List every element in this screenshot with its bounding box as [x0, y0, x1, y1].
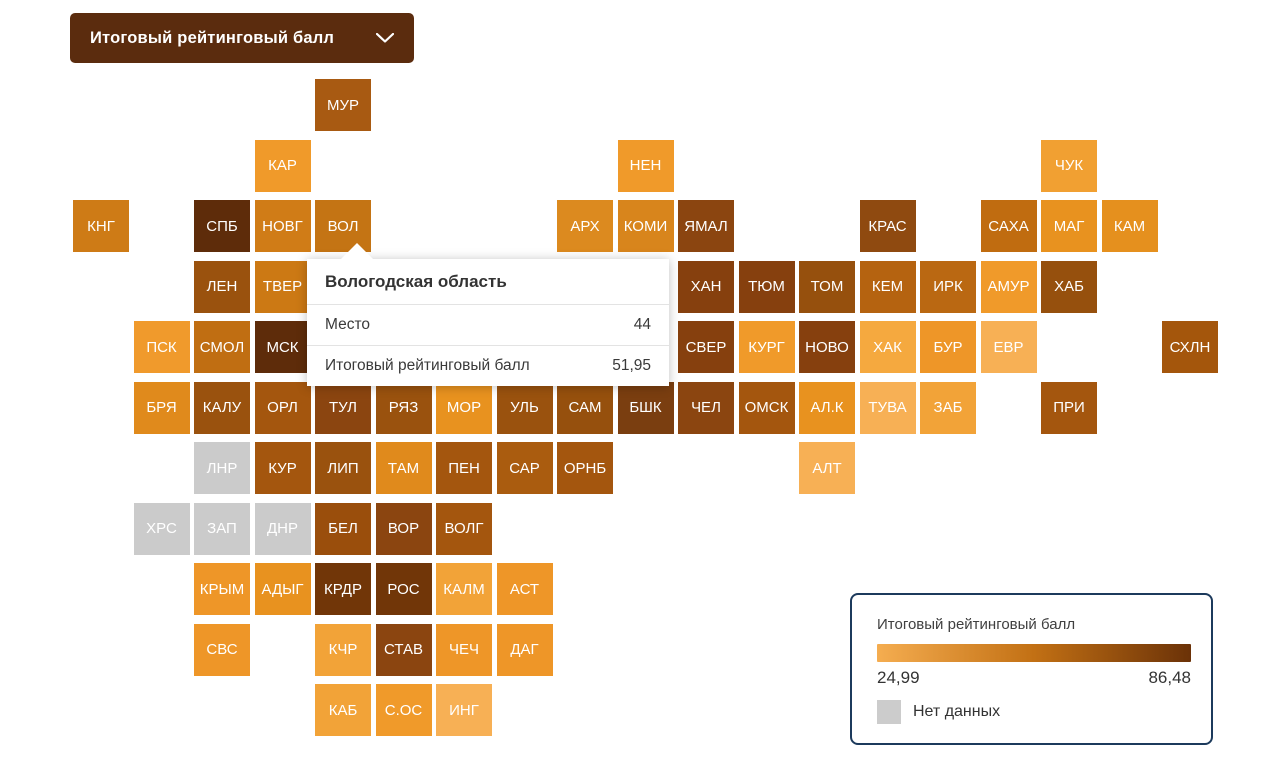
region-tile-КАМ[interactable]: КАМ	[1101, 200, 1158, 252]
region-tile-САМ[interactable]: САМ	[557, 381, 613, 434]
region-tile-ЯМАЛ[interactable]: ЯМАЛ	[678, 200, 734, 252]
region-tile-АДЫГ[interactable]: АДЫГ	[254, 563, 311, 615]
region-tile-АЛ.К[interactable]: АЛ.К	[799, 381, 855, 434]
region-tile-КРЫМ[interactable]: КРЫМ	[194, 563, 250, 615]
region-tile-ТАМ[interactable]: ТАМ	[375, 442, 432, 494]
legend: Итоговый рейтинговый балл 24,99 86,48 Не…	[850, 593, 1213, 745]
region-tile-АЛТ[interactable]: АЛТ	[799, 442, 855, 494]
metric-dropdown-label: Итоговый рейтинговый балл	[90, 28, 335, 47]
region-tile-БШК[interactable]: БШК	[617, 381, 674, 434]
region-tile-ТЮМ[interactable]: ТЮМ	[738, 260, 795, 313]
region-tile-ТУЛ[interactable]: ТУЛ	[315, 381, 371, 434]
no-data-swatch	[877, 700, 901, 724]
tooltip-row-place: Место 44	[307, 304, 669, 345]
region-tile-КАБ[interactable]: КАБ	[315, 684, 371, 736]
region-tile-МОР[interactable]: МОР	[436, 381, 492, 434]
region-tile-ЛЕН[interactable]: ЛЕН	[194, 260, 250, 313]
legend-gradient-bar	[877, 644, 1191, 662]
region-tile-КОМИ[interactable]: КОМИ	[617, 200, 674, 252]
region-tile-ТВЕР[interactable]: ТВЕР	[254, 260, 311, 313]
region-tile-ХАК[interactable]: ХАК	[859, 321, 916, 373]
region-tile-ПСК[interactable]: ПСК	[133, 321, 190, 373]
legend-range: 24,99 86,48	[877, 668, 1191, 688]
region-tile-НОВГ[interactable]: НОВГ	[254, 200, 311, 252]
region-tile-ХРС[interactable]: ХРС	[133, 502, 190, 555]
region-tile-АСТ[interactable]: АСТ	[496, 563, 553, 615]
tooltip-score-row: Итоговый рейтинговый балл 51,95	[307, 345, 669, 386]
region-tile-КРДР[interactable]: КРДР	[315, 563, 371, 615]
tooltip-score-label: Итоговый рейтинговый балл	[325, 357, 530, 374]
region-tile-КЧР[interactable]: КЧР	[315, 623, 371, 676]
region-tile-БРЯ[interactable]: БРЯ	[133, 381, 190, 434]
legend-title: Итоговый рейтинговый балл	[877, 616, 1076, 633]
region-tile-ТУВА[interactable]: ТУВА	[859, 381, 916, 434]
region-tile-ЧЕЛ[interactable]: ЧЕЛ	[678, 381, 734, 434]
tooltip-score-value: 51,95	[612, 357, 651, 374]
region-tile-МУР[interactable]: МУР	[315, 79, 371, 131]
region-tile-ТОМ[interactable]: ТОМ	[799, 260, 855, 313]
region-tile-СПБ[interactable]: СПБ	[194, 200, 250, 252]
region-tile-ВОЛГ[interactable]: ВОЛГ	[436, 502, 492, 555]
region-tile-ЧЕЧ[interactable]: ЧЕЧ	[436, 623, 492, 676]
region-tile-ЕВР[interactable]: ЕВР	[980, 321, 1037, 373]
region-tile-РЯЗ[interactable]: РЯЗ	[375, 381, 432, 434]
region-tile-МАГ[interactable]: МАГ	[1041, 200, 1097, 252]
tooltip-region-name: Вологодская область	[325, 272, 507, 291]
region-tile-ПРИ[interactable]: ПРИ	[1041, 381, 1097, 434]
region-tile-ВОР[interactable]: ВОР	[375, 502, 432, 555]
region-tile-КРАС[interactable]: КРАС	[859, 200, 916, 252]
region-tile-ИРК[interactable]: ИРК	[920, 260, 976, 313]
region-tile-ЗАП[interactable]: ЗАП	[194, 502, 250, 555]
region-tile-КАР[interactable]: КАР	[254, 139, 311, 192]
region-tile-ОРНБ[interactable]: ОРНБ	[557, 442, 613, 494]
region-tile-ПЕН[interactable]: ПЕН	[436, 442, 492, 494]
tooltip-place-value: 44	[633, 316, 651, 333]
region-tile-САХА[interactable]: САХА	[980, 200, 1037, 252]
region-tile-БУР[interactable]: БУР	[920, 321, 976, 373]
region-tile-КАЛУ[interactable]: КАЛУ	[194, 381, 250, 434]
region-tile-ОМСК[interactable]: ОМСК	[738, 381, 795, 434]
region-tile-СВС[interactable]: СВС	[194, 623, 250, 676]
region-tile-ХАБ[interactable]: ХАБ	[1041, 260, 1097, 313]
region-tile-СТАВ[interactable]: СТАВ	[375, 623, 432, 676]
chevron-down-icon	[376, 33, 394, 43]
region-tile-ДНР[interactable]: ДНР	[254, 502, 311, 555]
region-tile-КАЛМ[interactable]: КАЛМ	[436, 563, 492, 615]
metric-dropdown[interactable]: Итоговый рейтинговый балл	[70, 13, 414, 63]
region-tile-МСК[interactable]: МСК	[254, 321, 311, 373]
region-tile-ЛИП[interactable]: ЛИП	[315, 442, 371, 494]
region-tile-С.ОС[interactable]: С.ОС	[375, 684, 432, 736]
region-tile-СХЛН[interactable]: СХЛН	[1162, 321, 1218, 373]
region-tile-СВЕР[interactable]: СВЕР	[678, 321, 734, 373]
region-tile-КЕМ[interactable]: КЕМ	[859, 260, 916, 313]
region-tile-УЛЬ[interactable]: УЛЬ	[496, 381, 553, 434]
region-tile-АРХ[interactable]: АРХ	[557, 200, 613, 252]
region-tile-САР[interactable]: САР	[496, 442, 553, 494]
region-tile-ХАН[interactable]: ХАН	[678, 260, 734, 313]
region-tile-ИНГ[interactable]: ИНГ	[436, 684, 492, 736]
legend-max-value: 86,48	[1148, 668, 1191, 687]
tooltip-place-label: Место	[325, 316, 371, 333]
legend-min-value: 24,99	[877, 668, 920, 687]
region-tile-ЗАБ[interactable]: ЗАБ	[920, 381, 976, 434]
region-tile-КНГ[interactable]: КНГ	[73, 200, 129, 252]
region-tile-ОРЛ[interactable]: ОРЛ	[254, 381, 311, 434]
region-tile-РОС[interactable]: РОС	[375, 563, 432, 615]
region-tile-ЛНР[interactable]: ЛНР	[194, 442, 250, 494]
region-tile-КУР[interactable]: КУР	[254, 442, 311, 494]
region-tile-НЕН[interactable]: НЕН	[617, 139, 674, 192]
region-tile-АМУР[interactable]: АМУР	[980, 260, 1037, 313]
region-tile-СМОЛ[interactable]: СМОЛ	[194, 321, 250, 373]
region-tooltip: Вологодская область Место 44 Итоговый ре…	[307, 243, 669, 386]
region-tile-КУРГ[interactable]: КУРГ	[738, 321, 795, 373]
region-tile-НОВО[interactable]: НОВО	[799, 321, 855, 373]
no-data-label: Нет данных	[913, 703, 1001, 720]
region-tile-ЧУК[interactable]: ЧУК	[1041, 139, 1097, 192]
legend-no-data: Нет данных	[877, 700, 1191, 724]
region-tile-ДАГ[interactable]: ДАГ	[496, 623, 553, 676]
region-tile-БЕЛ[interactable]: БЕЛ	[315, 502, 371, 555]
